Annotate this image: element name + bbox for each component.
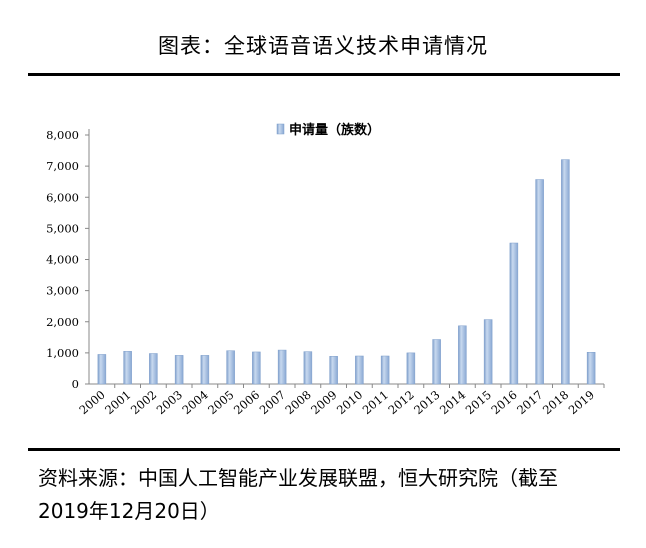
bar-2002 xyxy=(149,353,158,385)
x-tick-label: 2019 xyxy=(566,388,597,418)
bar-2008 xyxy=(303,351,313,385)
legend-swatch xyxy=(276,123,285,135)
figure-title: 图表：全球语音语义技术申请情况 xyxy=(158,34,488,58)
bar-2011 xyxy=(380,355,390,385)
bar-2014 xyxy=(458,325,467,385)
bar-2019 xyxy=(586,352,596,385)
bar-2006 xyxy=(252,351,261,385)
y-tick-label: 6,000 xyxy=(46,190,79,204)
x-tick-label: 2004 xyxy=(179,388,210,418)
bar-2018 xyxy=(561,159,570,385)
x-tick-label: 2008 xyxy=(282,388,313,418)
x-tick-label: 2015 xyxy=(463,388,494,418)
x-tick-label: 2017 xyxy=(514,388,545,418)
y-axis-tick-labels: 0 1,000 2,000 3,000 4,000 5,000 6,000 7,000 8,00… xyxy=(46,128,79,391)
bar-2017 xyxy=(535,179,544,385)
bottom-rule xyxy=(28,448,620,451)
bar-2001 xyxy=(123,351,132,385)
bar-2000 xyxy=(97,354,107,385)
bar-2007 xyxy=(277,349,287,385)
x-tick-label: 2010 xyxy=(334,388,365,418)
x-tick-label: 2007 xyxy=(257,388,288,418)
x-tick-label: 2013 xyxy=(411,388,442,418)
x-tick-label: 2018 xyxy=(540,388,571,418)
bar-2005 xyxy=(226,350,235,385)
bar-2015 xyxy=(483,319,493,385)
bar-2013 xyxy=(432,339,441,385)
bar-2003 xyxy=(174,355,184,385)
x-tick-label: 2009 xyxy=(308,388,339,418)
bar-2004 xyxy=(200,355,210,385)
y-tick-label: 4,000 xyxy=(46,253,79,267)
x-tick-label: 2006 xyxy=(231,388,262,418)
bar-2016 xyxy=(509,242,519,385)
chart-legend: 申请量（族数） xyxy=(276,122,380,138)
chart-axes xyxy=(85,129,605,388)
chart-bars xyxy=(97,159,596,385)
bar-2009 xyxy=(329,356,338,385)
x-tick-label: 2001 xyxy=(102,388,133,418)
x-tick-label: 2005 xyxy=(205,388,236,418)
bar-2012 xyxy=(406,352,416,385)
y-tick-label: 8,000 xyxy=(46,128,79,142)
y-tick-label: 0 xyxy=(72,377,79,391)
y-tick-label: 1,000 xyxy=(46,346,79,360)
x-tick-label: 2014 xyxy=(437,388,468,418)
legend-label: 申请量（族数） xyxy=(289,122,380,138)
source-note: 资料来源：中国人工智能产业发展联盟，恒大研究院（截至2019年12月20日） xyxy=(38,466,558,523)
x-tick-label: 2011 xyxy=(360,388,391,418)
y-tick-label: 7,000 xyxy=(46,159,79,173)
x-tick-label: 2012 xyxy=(385,388,416,418)
bar-2010 xyxy=(355,355,364,385)
y-tick-label: 2,000 xyxy=(46,315,79,329)
y-tick-label: 5,000 xyxy=(46,221,79,235)
x-tick-label: 2002 xyxy=(128,388,159,418)
x-tick-label: 2000 xyxy=(76,388,107,418)
bar-chart: 申请量（族数） 0 1,000 2,000 3,000 4,000 5,000 6,000 7… xyxy=(46,122,605,418)
x-tick-label: 2003 xyxy=(154,388,185,418)
x-tick-label: 2016 xyxy=(488,388,519,418)
y-tick-label: 3,000 xyxy=(46,284,79,298)
top-rule xyxy=(28,73,620,76)
x-axis-tick-labels: 2000200120022003200420052006200720082009… xyxy=(76,388,597,418)
